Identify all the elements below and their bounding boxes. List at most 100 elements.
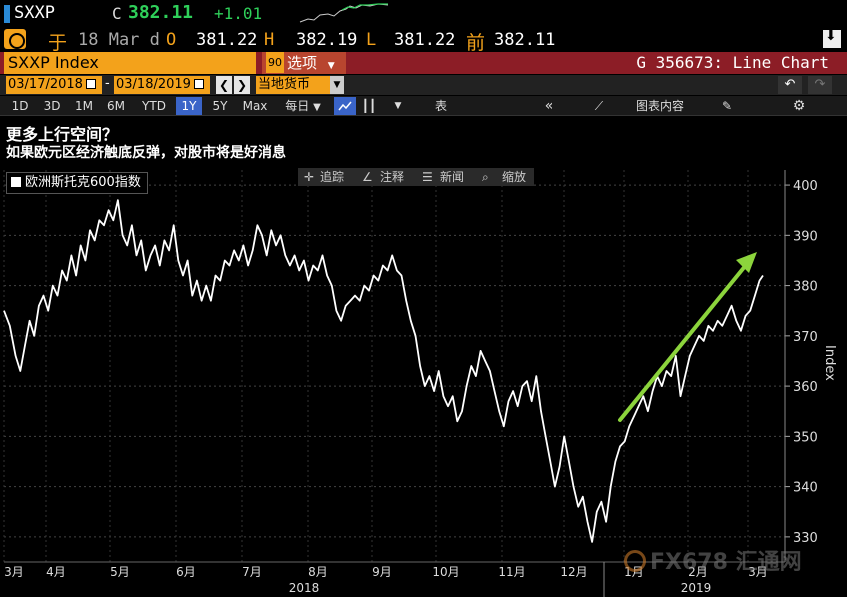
frequency-select[interactable]: 每日 ▼ bbox=[278, 97, 328, 115]
x-tick-label: 5月 bbox=[110, 565, 130, 579]
prev-value: 382.11 bbox=[494, 30, 556, 50]
ticker-symbol[interactable]: SXXP bbox=[14, 3, 55, 23]
y-tick-label: 400 bbox=[793, 179, 818, 194]
y-tick-label: 330 bbox=[793, 531, 818, 546]
quote-bar: 于 18 Mar d O 381.22 H 382.19 L 381.22 前 … bbox=[0, 28, 847, 54]
chevron-down-icon[interactable]: ▼ bbox=[394, 101, 402, 111]
open-value: 381.22 bbox=[196, 30, 258, 50]
x-tick-label: 3月 bbox=[748, 565, 768, 579]
bar-chart-icon[interactable]: ┃┃ bbox=[361, 99, 377, 113]
x-tick-label: 7月 bbox=[242, 565, 262, 579]
range-1y[interactable]: 1Y bbox=[176, 97, 202, 115]
high-label: H bbox=[264, 30, 275, 50]
chart-tools-bar: ✛ 追踪 ∠ 注释 ☰ 新闻 ⌕ 缩放 bbox=[298, 168, 534, 186]
edit-icon[interactable]: ✎ bbox=[721, 99, 733, 113]
undo-icon[interactable]: ↶ bbox=[778, 76, 802, 94]
table-button[interactable]: 表 bbox=[434, 99, 447, 113]
security-field[interactable]: SXXP Index bbox=[4, 52, 256, 74]
export-icon[interactable] bbox=[823, 28, 841, 48]
year-label: 2018 bbox=[289, 581, 320, 595]
chart-toolbar: 1D 3D 1M 6M YTD 1Y 5Y Max 每日 ▼ ┃┃ ▼ 表 « … bbox=[0, 96, 847, 116]
open-label: O bbox=[166, 30, 177, 50]
zoom-button[interactable]: 缩放 bbox=[502, 170, 527, 184]
quote-prefix: 于 bbox=[48, 32, 68, 54]
date-range-bar: 03/17/2018 - 03/18/2019 ❮ ❯ 当地货币 ▼ ↶ ↷ bbox=[0, 75, 847, 95]
x-tick-label: 11月 bbox=[498, 565, 525, 579]
close-label: C bbox=[112, 4, 122, 23]
redo-icon[interactable]: ↷ bbox=[808, 76, 832, 94]
x-tick-label: 8月 bbox=[308, 565, 328, 579]
x-tick-label: 9月 bbox=[372, 565, 392, 579]
analysis-icon[interactable]: ⟋ bbox=[594, 99, 604, 113]
low-value: 381.22 bbox=[394, 30, 456, 50]
zoom-icon: ⌕ bbox=[482, 170, 489, 184]
series-line bbox=[3, 199, 764, 543]
watermark-logo: FX678 汇通网 bbox=[624, 544, 802, 576]
news-button[interactable]: 新闻 bbox=[440, 170, 465, 184]
range-5y[interactable]: 5Y bbox=[212, 99, 228, 113]
frequency-label: 每日 bbox=[285, 99, 310, 113]
start-date-field[interactable]: 03/17/2018 bbox=[6, 76, 102, 94]
watermark-icon bbox=[624, 550, 646, 572]
start-date-value: 03/17/2018 bbox=[8, 77, 83, 92]
range-max[interactable]: Max bbox=[242, 99, 268, 113]
currency-select[interactable]: 当地货币 ▼ bbox=[256, 76, 344, 94]
chevron-down-icon: ▼ bbox=[313, 102, 321, 113]
x-tick-label: 3月 bbox=[4, 565, 24, 579]
range-ytd[interactable]: YTD bbox=[142, 99, 166, 113]
calendar-icon[interactable] bbox=[85, 79, 96, 89]
chart-content-button[interactable]: 图表内容 bbox=[635, 99, 684, 113]
chart-legend[interactable]: 欧洲斯托克600指数 bbox=[6, 172, 148, 194]
y-tick-label: 380 bbox=[793, 280, 818, 295]
currency-value: 当地货币 bbox=[258, 77, 311, 92]
line-chart-icon[interactable] bbox=[334, 97, 356, 115]
chevron-down-icon: ▼ bbox=[327, 61, 335, 71]
trend-arrow-head bbox=[736, 252, 757, 273]
gear-icon[interactable]: ⚙ bbox=[792, 98, 806, 114]
x-tick-label: 6月 bbox=[176, 565, 196, 579]
end-date-field[interactable]: 03/18/2019 bbox=[114, 76, 210, 94]
range-3d[interactable]: 3D bbox=[43, 99, 61, 113]
last-price: 382.11 bbox=[128, 2, 194, 23]
low-label: L bbox=[366, 30, 377, 50]
quote-date: 18 Mar d bbox=[78, 30, 160, 50]
options-menu[interactable]: 90 选项 ▼ bbox=[262, 52, 346, 74]
date-separator: - bbox=[105, 76, 110, 91]
x-tick-label: 4月 bbox=[46, 565, 66, 579]
chart-title: 更多上行空间？ bbox=[6, 125, 119, 144]
end-date-value: 03/18/2019 bbox=[116, 77, 191, 92]
prev-period-button[interactable]: ❮ bbox=[216, 76, 232, 94]
news-icon: ☰ bbox=[422, 170, 433, 184]
next-period-button[interactable]: ❯ bbox=[234, 76, 250, 94]
range-1d[interactable]: 1D bbox=[11, 99, 29, 113]
ticker-marker bbox=[4, 5, 10, 23]
watermark-text: FX678 汇通网 bbox=[650, 550, 802, 575]
trend-arrow-shaft bbox=[618, 263, 748, 422]
price-change: +1.01 bbox=[214, 4, 263, 23]
legend-swatch bbox=[11, 177, 21, 187]
collapse-icon[interactable]: « bbox=[544, 98, 554, 114]
y-tick-label: 360 bbox=[793, 380, 818, 395]
x-tick-label: 10月 bbox=[432, 565, 459, 579]
clock-icon[interactable] bbox=[4, 29, 26, 49]
y-axis-label: Index bbox=[822, 345, 837, 381]
high-value: 382.19 bbox=[296, 30, 358, 50]
calendar-icon[interactable] bbox=[193, 79, 204, 89]
track-button[interactable]: 追踪 bbox=[320, 170, 345, 184]
options-number: 90 bbox=[266, 52, 284, 73]
y-tick-label: 370 bbox=[793, 330, 818, 345]
security-bar: SXXP Index 90 选项 ▼ G 356673: Line Chart bbox=[0, 52, 847, 74]
prev-label: 前 bbox=[466, 32, 486, 54]
x-tick-label: 2月 bbox=[688, 565, 708, 579]
ticker-bar: SXXP C 382.11 +1.01 bbox=[0, 0, 847, 28]
legend-label: 欧洲斯托克600指数 bbox=[25, 175, 141, 190]
annotate-button[interactable]: 注释 bbox=[380, 170, 405, 184]
x-tick-label: 12月 bbox=[560, 565, 587, 579]
sparkline-icon bbox=[299, 3, 389, 23]
pencil-icon: ∠ bbox=[362, 170, 373, 184]
crosshair-icon: ✛ bbox=[304, 170, 315, 184]
year-label: 2019 bbox=[681, 581, 712, 595]
range-1m[interactable]: 1M bbox=[75, 99, 93, 113]
range-6m[interactable]: 6M bbox=[107, 99, 125, 113]
